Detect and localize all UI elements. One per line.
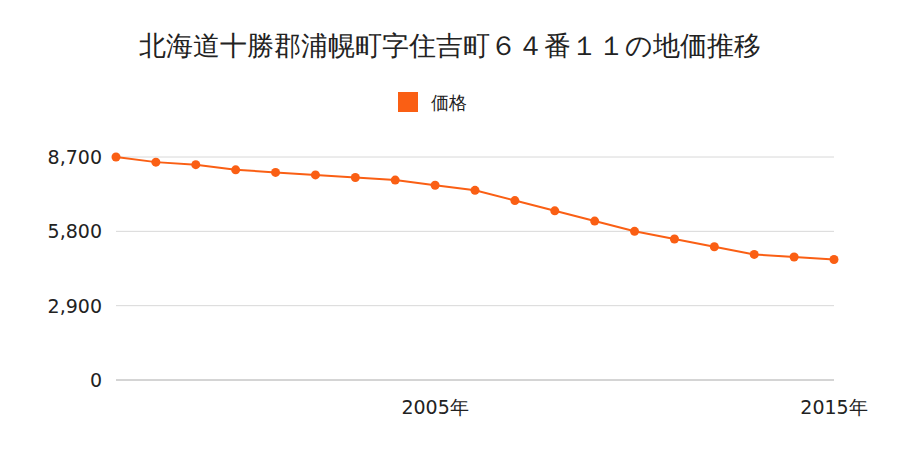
data-point (431, 181, 440, 190)
data-point (471, 186, 480, 195)
grid-line (116, 231, 834, 232)
y-tick-label: 8,700 (48, 146, 102, 168)
data-point (151, 158, 160, 167)
plot-area (112, 153, 839, 265)
data-point (391, 176, 400, 185)
series-line (116, 157, 834, 260)
grid-line (116, 305, 834, 306)
data-point (510, 196, 519, 205)
data-point (830, 255, 839, 264)
grid-line (116, 380, 834, 381)
data-point (231, 165, 240, 174)
legend-label: 価格 (431, 92, 467, 113)
legend-swatch (398, 92, 418, 112)
grid-line (116, 157, 834, 158)
y-tick-label: 5,800 (48, 220, 102, 242)
x-tick-label: 2015年 (800, 396, 867, 418)
y-tick-label: 2,900 (48, 295, 102, 317)
x-tick-label: 2005年 (401, 396, 468, 418)
data-point (750, 250, 759, 259)
data-point (112, 153, 121, 162)
data-point (670, 235, 679, 244)
data-point (790, 252, 799, 261)
title: 北海道十勝郡浦幌町字住吉町６４番１１の地価推移 (139, 30, 761, 61)
data-point (630, 227, 639, 236)
data-point (191, 160, 200, 169)
y-tick-label: 0 (90, 369, 102, 391)
data-point (550, 206, 559, 215)
data-point (271, 168, 280, 177)
data-point (710, 242, 719, 251)
data-point (590, 217, 599, 226)
chart: 北海道十勝郡浦幌町字住吉町６４番１１の地価推移 0 2,900 5,800 8,700 2… (0, 0, 900, 450)
data-point (311, 170, 320, 179)
data-point (351, 173, 360, 182)
